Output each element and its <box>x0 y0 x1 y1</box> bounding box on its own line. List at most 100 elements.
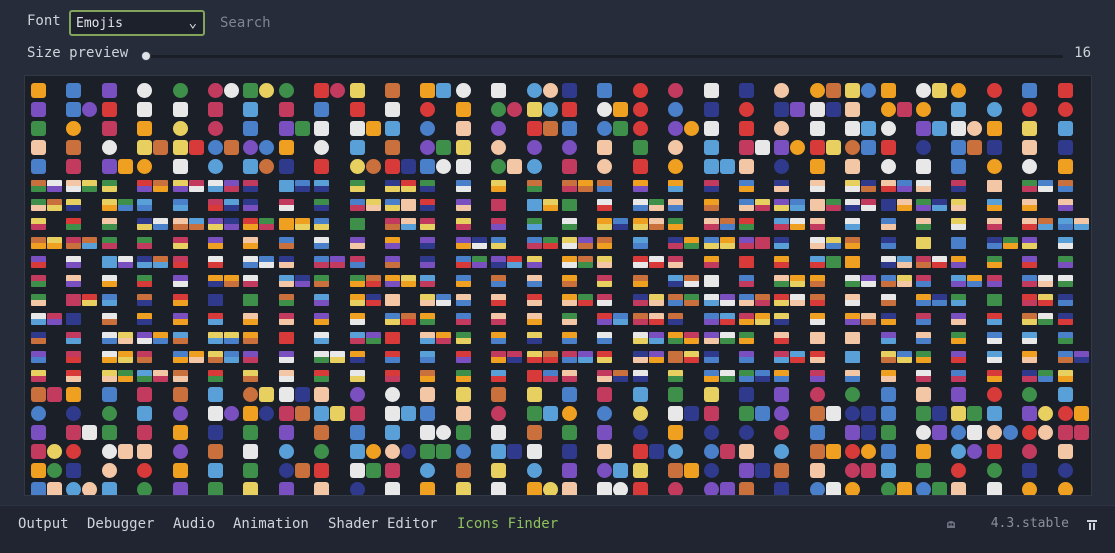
glyph-icon[interactable] <box>881 313 896 325</box>
glyph-icon[interactable] <box>845 313 860 325</box>
glyph-icon[interactable] <box>668 482 683 496</box>
glyph-icon[interactable] <box>897 199 912 211</box>
glyph-icon[interactable] <box>774 425 789 440</box>
glyph-icon[interactable] <box>350 256 365 268</box>
glyph-icon[interactable] <box>633 332 648 344</box>
glyph-icon[interactable] <box>739 313 754 325</box>
glyph-icon[interactable] <box>118 199 133 211</box>
glyph-icon[interactable] <box>826 199 841 211</box>
glyph-icon[interactable] <box>987 463 1002 478</box>
glyph-icon[interactable] <box>279 256 294 268</box>
glyph-icon[interactable] <box>739 463 754 478</box>
glyph-icon[interactable] <box>137 83 152 98</box>
glyph-icon[interactable] <box>543 370 558 382</box>
glyph-icon[interactable] <box>66 199 81 211</box>
glyph-icon[interactable] <box>102 332 117 344</box>
glyph-icon[interactable] <box>668 370 683 382</box>
glyph-icon[interactable] <box>350 102 365 117</box>
glyph-icon[interactable] <box>507 102 522 117</box>
glyph-icon[interactable] <box>633 180 648 192</box>
glyph-icon[interactable] <box>704 237 719 249</box>
glyph-icon[interactable] <box>951 463 966 478</box>
glyph-icon[interactable] <box>1058 275 1073 287</box>
glyph-icon[interactable] <box>137 444 152 459</box>
glyph-icon[interactable] <box>295 406 310 421</box>
glyph-icon[interactable] <box>456 444 471 459</box>
glyph-icon[interactable] <box>208 218 223 230</box>
glyph-icon[interactable] <box>668 425 683 440</box>
glyph-icon[interactable] <box>259 218 274 230</box>
glyph-icon[interactable] <box>208 102 223 117</box>
glyph-icon[interactable] <box>102 370 117 382</box>
glyph-icon[interactable] <box>881 351 896 363</box>
glyph-icon[interactable] <box>259 256 274 268</box>
glyph-icon[interactable] <box>633 121 648 136</box>
glyph-icon[interactable] <box>668 444 683 459</box>
glyph-icon[interactable] <box>173 121 188 136</box>
glyph-icon[interactable] <box>774 387 789 402</box>
glyph-icon[interactable] <box>684 406 699 421</box>
glyph-icon[interactable] <box>527 83 542 98</box>
glyph-icon[interactable] <box>774 463 789 478</box>
glyph-icon[interactable] <box>118 444 133 459</box>
glyph-icon[interactable] <box>649 313 664 325</box>
glyph-icon[interactable] <box>668 275 683 287</box>
glyph-icon[interactable] <box>774 294 789 306</box>
glyph-icon[interactable] <box>987 406 1002 421</box>
glyph-icon[interactable] <box>578 180 593 192</box>
glyph-icon[interactable] <box>491 218 506 230</box>
glyph-icon[interactable] <box>578 256 593 268</box>
glyph-icon[interactable] <box>456 425 471 440</box>
glyph-icon[interactable] <box>916 463 931 478</box>
glyph-icon[interactable] <box>543 102 558 117</box>
glyph-icon[interactable] <box>881 140 896 155</box>
glyph-icon[interactable] <box>1038 275 1053 287</box>
glyph-icon[interactable] <box>420 482 435 496</box>
glyph-icon[interactable] <box>491 425 506 440</box>
glyph-icon[interactable] <box>790 294 805 306</box>
glyph-icon[interactable] <box>102 83 117 98</box>
glyph-icon[interactable] <box>704 387 719 402</box>
glyph-icon[interactable] <box>739 121 754 136</box>
glyph-icon[interactable] <box>633 387 648 402</box>
glyph-icon[interactable] <box>1058 102 1073 117</box>
glyph-icon[interactable] <box>649 351 664 363</box>
glyph-icon[interactable] <box>47 313 62 325</box>
glyph-icon[interactable] <box>137 387 152 402</box>
glyph-icon[interactable] <box>31 199 46 211</box>
glyph-icon[interactable] <box>208 370 223 382</box>
glyph-icon[interactable] <box>916 102 931 117</box>
glyph-icon[interactable] <box>137 425 152 440</box>
glyph-icon[interactable] <box>314 332 329 344</box>
glyph-icon[interactable] <box>366 463 381 478</box>
glyph-icon[interactable] <box>774 121 789 136</box>
glyph-icon[interactable] <box>845 294 860 306</box>
glyph-icon[interactable] <box>527 313 542 325</box>
glyph-icon[interactable] <box>279 425 294 440</box>
glyph-icon[interactable] <box>82 425 97 440</box>
glyph-icon[interactable] <box>527 425 542 440</box>
glyph-icon[interactable] <box>1003 425 1018 440</box>
search-input[interactable] <box>216 10 1111 36</box>
glyph-icon[interactable] <box>739 159 754 174</box>
glyph-icon[interactable] <box>739 218 754 230</box>
glyph-icon[interactable] <box>633 237 648 249</box>
glyph-icon[interactable] <box>47 180 62 192</box>
glyph-icon[interactable] <box>420 313 435 325</box>
glyph-icon[interactable] <box>385 463 400 478</box>
glyph-icon[interactable] <box>562 313 577 325</box>
glyph-icon[interactable] <box>951 256 966 268</box>
glyph-icon[interactable] <box>350 387 365 402</box>
tab-output[interactable]: Output <box>18 516 69 532</box>
glyph-icon[interactable] <box>279 180 294 192</box>
glyph-icon[interactable] <box>668 237 683 249</box>
glyph-icon[interactable] <box>491 332 506 344</box>
glyph-icon[interactable] <box>224 180 239 192</box>
glyph-icon[interactable] <box>826 482 841 496</box>
glyph-icon[interactable] <box>66 332 81 344</box>
glyph-icon[interactable] <box>668 332 683 344</box>
glyph-icon[interactable] <box>314 83 329 98</box>
glyph-icon[interactable] <box>491 387 506 402</box>
tab-audio[interactable]: Audio <box>173 516 215 532</box>
glyph-icon[interactable] <box>420 199 435 211</box>
